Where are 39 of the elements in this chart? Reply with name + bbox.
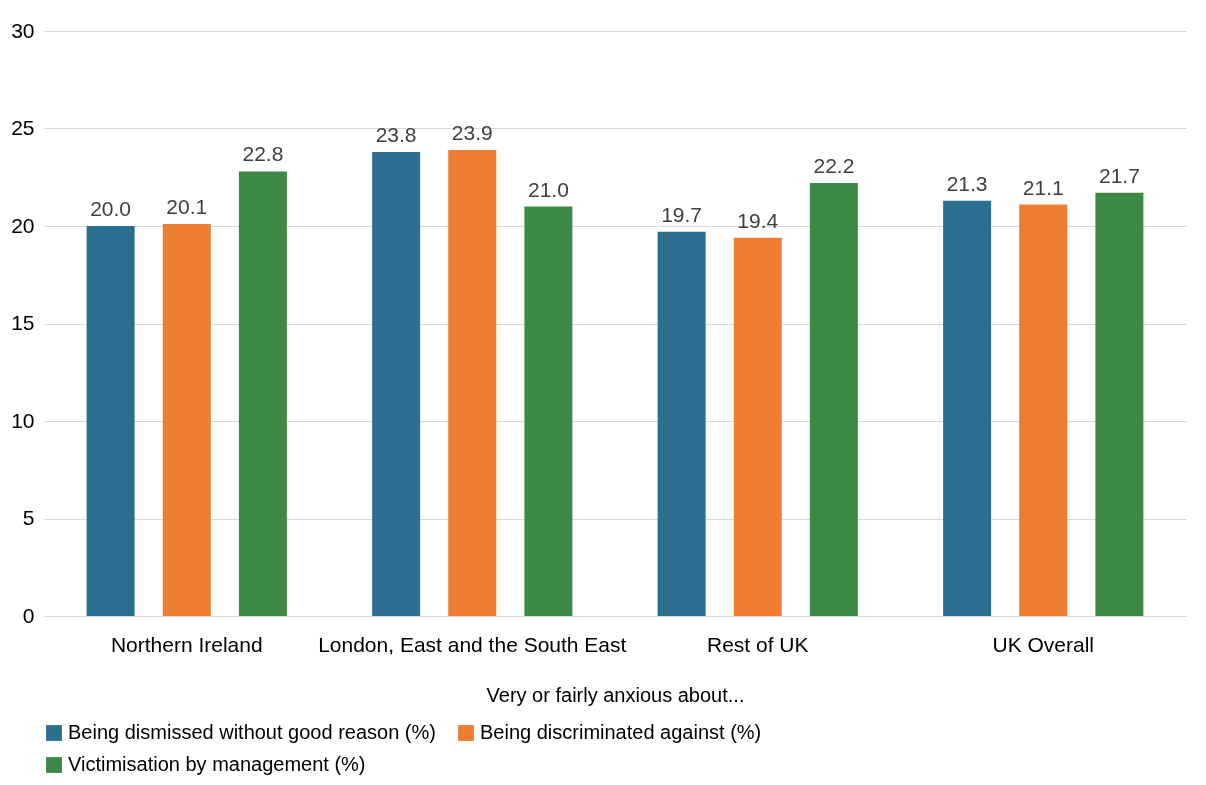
- y-tick-label: 20: [11, 213, 35, 237]
- bar: [448, 149, 497, 616]
- y-tick-label: 0: [22, 603, 35, 627]
- bar: [238, 171, 287, 616]
- bar: [809, 183, 858, 616]
- legend-label: Victimisation by management (%): [68, 753, 366, 775]
- legend-label: Being discriminated against (%): [480, 721, 762, 743]
- x-axis-title: Very or fairly anxious about...: [486, 683, 745, 706]
- data-label: 19.4: [737, 208, 779, 232]
- data-label: 21.1: [1022, 175, 1064, 199]
- data-label: 22.2: [813, 154, 855, 178]
- data-label: 20.1: [166, 195, 208, 219]
- data-label: 20.0: [90, 197, 132, 220]
- bar: [943, 200, 992, 616]
- data-label: 22.8: [242, 142, 284, 166]
- data-label: 19.7: [661, 202, 703, 226]
- bar: [372, 151, 421, 616]
- data-label: 21.0: [527, 177, 569, 201]
- legend-label: Being dismissed without good reason (%): [68, 721, 436, 743]
- x-tick-label: UK Overall: [992, 632, 1095, 656]
- bar: [1095, 192, 1144, 616]
- x-tick-label: London, East and the South East: [318, 632, 627, 656]
- y-tick-label: 25: [11, 116, 35, 139]
- y-tick-label: 10: [11, 408, 35, 432]
- x-tick-label: Rest of UK: [706, 632, 809, 656]
- data-label: 23.8: [375, 122, 417, 146]
- x-tick-label: Northern Ireland: [110, 632, 263, 656]
- y-tick-label: 15: [11, 311, 35, 334]
- bar: [733, 237, 782, 616]
- y-tick-label: 5: [22, 506, 35, 529]
- bar: [1019, 204, 1068, 616]
- bar: [86, 226, 135, 616]
- data-label: 21.3: [946, 171, 988, 195]
- bar: [524, 206, 573, 616]
- bar: [657, 231, 706, 616]
- data-label: 21.7: [1098, 163, 1140, 187]
- y-tick-label: 30: [11, 18, 35, 42]
- bar: [162, 224, 211, 616]
- data-label: 23.9: [451, 120, 493, 144]
